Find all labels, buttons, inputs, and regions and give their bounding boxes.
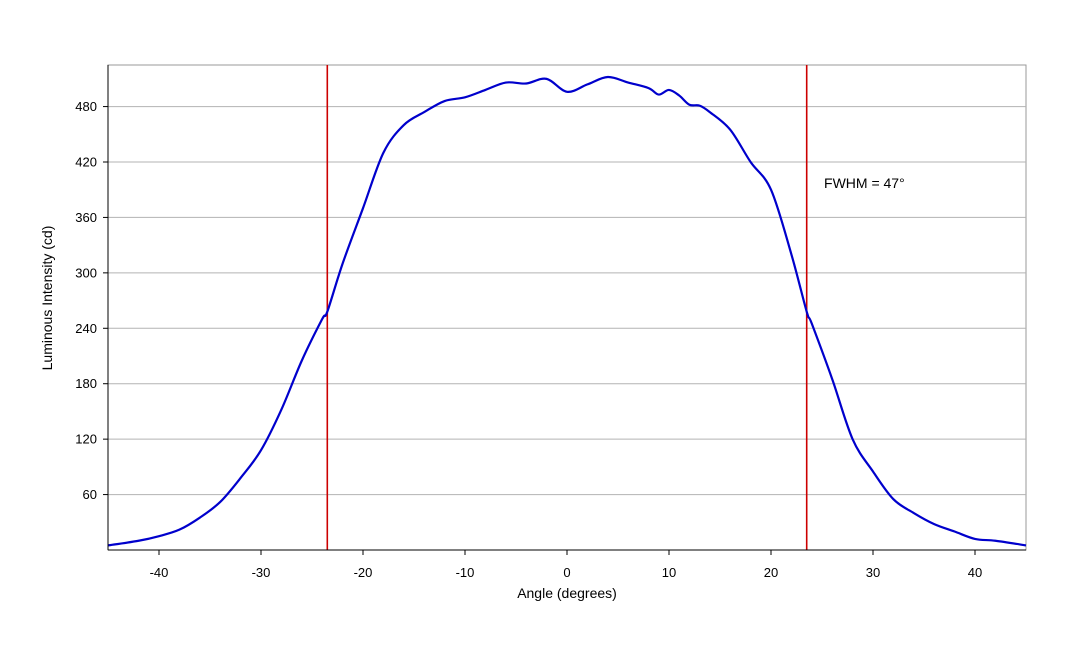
gridlines	[108, 106, 1026, 496]
x-tick-label: 20	[764, 565, 778, 580]
y-tick-label: 240	[75, 321, 97, 336]
series-line	[107, 75, 1027, 547]
plot-area	[107, 64, 1027, 551]
x-tick-label: -40	[150, 565, 169, 580]
x-tick-label: 10	[662, 565, 676, 580]
y-tick-label: 420	[75, 155, 97, 170]
y-axis-title: Luminous Intensity (cd)	[39, 226, 55, 371]
y-tick-label: 180	[75, 376, 97, 391]
x-tick-label: -30	[252, 565, 271, 580]
fwhm-annotation: FWHM = 47°	[824, 175, 905, 191]
y-tick-label: 120	[75, 432, 97, 447]
x-tick-label: 0	[563, 565, 570, 580]
reference-lines	[326, 65, 808, 550]
x-tick-label: 30	[866, 565, 880, 580]
x-tick-label: 40	[968, 565, 982, 580]
y-tick-label: 60	[83, 487, 97, 502]
x-axis-title: Angle (degrees)	[517, 585, 617, 601]
x-tick-label: -20	[354, 565, 373, 580]
y-axis-ticks: 60 120 180 240 300 360 420 480	[75, 99, 108, 502]
y-tick-label: 300	[75, 265, 97, 280]
x-axis-ticks: -40 -30 -20 -10 0 10 20 30 40	[150, 550, 982, 580]
x-tick-label: -10	[456, 565, 475, 580]
y-tick-label: 480	[75, 99, 97, 114]
y-tick-label: 360	[75, 210, 97, 225]
